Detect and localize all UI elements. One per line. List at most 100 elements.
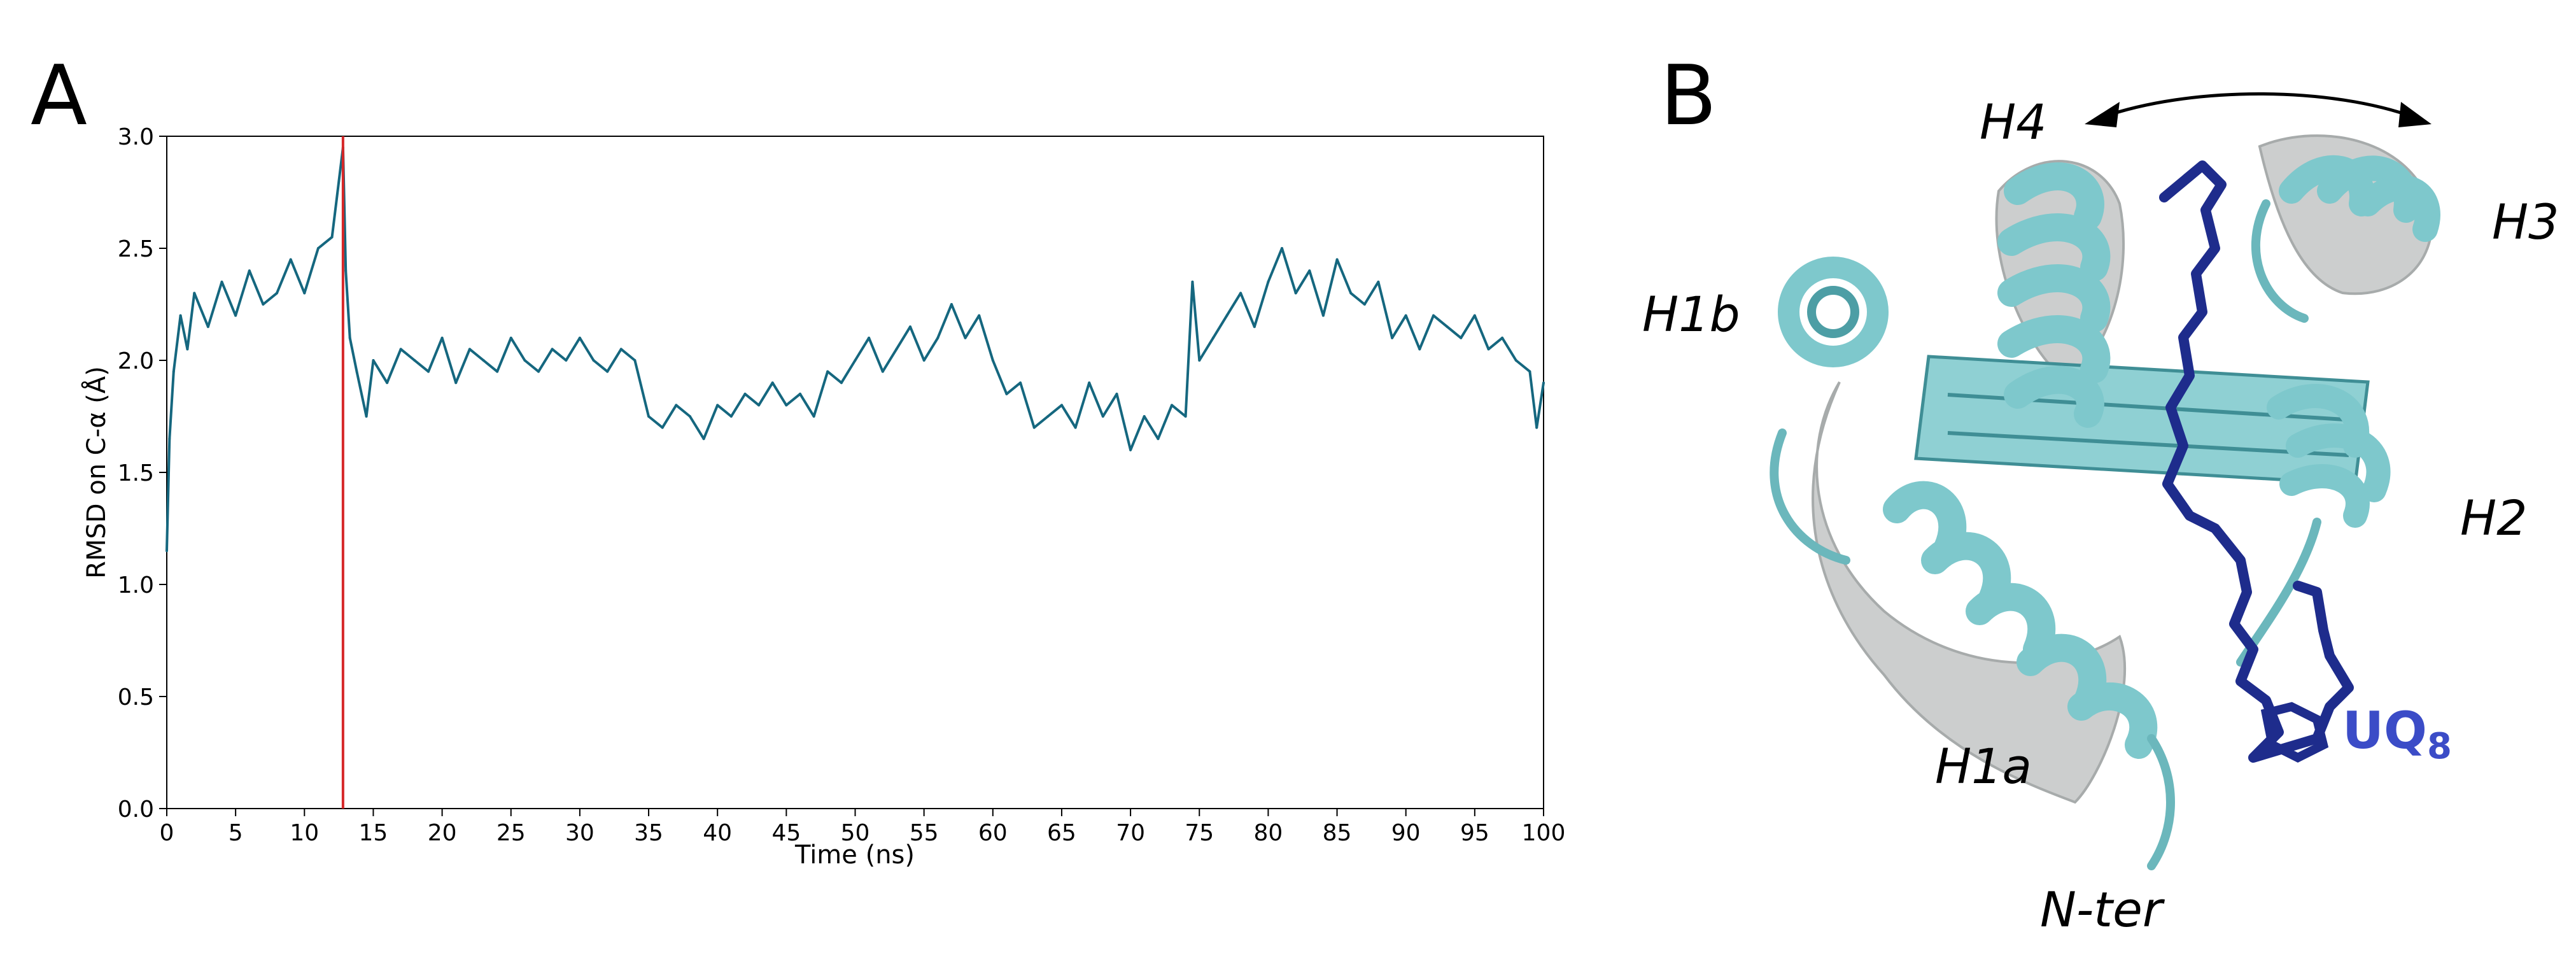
x-tick-label: 55 <box>910 820 939 846</box>
rmsd-data-point <box>1542 381 1545 385</box>
rmsd-data-point <box>454 381 458 385</box>
x-tick-label: 75 <box>1185 820 1214 846</box>
rmsd-data-point <box>909 325 911 329</box>
y-tick-label: 3.0 <box>118 124 154 150</box>
rmsd-data-point <box>1535 426 1538 429</box>
rmsd-data-point <box>234 314 237 317</box>
rmsd-data-point <box>757 404 761 407</box>
rmsd-data-point <box>1115 392 1118 395</box>
rmsd-data-point <box>1418 348 1421 351</box>
x-tick-label: 85 <box>1323 820 1352 846</box>
rmsd-data-point <box>1501 336 1504 339</box>
helix-h1a <box>1883 481 2157 759</box>
x-tick-label: 60 <box>978 820 1008 846</box>
rmsd-data-point <box>1335 258 1339 261</box>
rmsd-data-point <box>675 404 678 407</box>
x-tick-label: 20 <box>428 820 457 846</box>
y-tick-label: 1.0 <box>118 572 154 598</box>
label-ligand-main: UQ <box>2342 701 2427 760</box>
rmsd-data-point <box>799 392 801 395</box>
rmsd-data-point <box>688 415 691 418</box>
x-tick-label: 65 <box>1047 820 1076 846</box>
plot-area <box>166 136 1544 809</box>
rmsd-data-point <box>537 370 540 373</box>
x-tick-label: 0 <box>160 820 174 846</box>
x-axis-title: Time (ns) <box>794 840 915 870</box>
rmsd-data-point <box>1349 292 1353 295</box>
beta-strand <box>1947 431 2349 457</box>
rmsd-data-point <box>344 269 348 272</box>
helix-h1b <box>1778 257 1889 367</box>
rmsd-data-point <box>337 180 341 183</box>
rmsd-data-point <box>1432 314 1435 317</box>
rmsd-data-point <box>592 359 595 362</box>
x-tick-label: 10 <box>290 820 319 846</box>
beta-sheet <box>1914 355 2370 486</box>
rmsd-data-point <box>1005 392 1008 395</box>
rmsd-data-point <box>991 359 994 362</box>
y-tick-label: 0.5 <box>118 684 154 711</box>
rmsd-data-point <box>496 370 499 373</box>
rmsd-data-point <box>355 370 358 373</box>
rmsd-data-point <box>427 370 430 373</box>
rmsd-data-point <box>840 381 843 385</box>
rmsd-data-point <box>978 314 981 317</box>
x-tick-label: 90 <box>1391 820 1421 846</box>
rmsd-data-point <box>1198 359 1201 362</box>
rmsd-data-point <box>220 280 223 283</box>
x-tick-label: 35 <box>634 820 663 846</box>
rmsd-data-point <box>468 348 471 351</box>
y-axis-title: RMSD on C-α (Å) <box>81 366 111 579</box>
rmsd-data-point <box>606 370 609 373</box>
x-tick-label: 50 <box>841 820 870 846</box>
label-h1a: H1a <box>1935 738 2032 795</box>
rmsd-data-point <box>619 348 623 351</box>
label-ligand: UQ8 <box>2342 701 2452 767</box>
rmsd-data-point <box>330 236 334 239</box>
rmsd-data-point <box>826 370 829 373</box>
rmsd-data-point <box>1377 280 1380 283</box>
y-tick-label: 0.0 <box>118 796 154 823</box>
rmsd-data-point <box>1294 292 1297 295</box>
x-tick-label: 40 <box>703 820 732 846</box>
rmsd-data-point <box>1321 314 1325 317</box>
label-h3: H3 <box>2492 194 2559 250</box>
rmsd-data-point <box>316 247 320 250</box>
rmsd-data-point <box>1060 404 1063 407</box>
rmsd-data-point <box>1473 314 1476 317</box>
rmsd-data-point <box>523 359 526 362</box>
rmsd-data-point <box>186 348 189 351</box>
rmsd-data-point <box>729 415 733 418</box>
rmsd-data-point <box>276 292 278 295</box>
rmsd-data-point <box>1391 336 1394 339</box>
rmsd-data-point <box>440 336 444 339</box>
rmsd-data-point <box>1211 336 1214 339</box>
rmsd-data-point <box>413 359 416 362</box>
rmsd-data-point <box>399 348 402 351</box>
rmsd-data-point <box>179 314 182 317</box>
label-nter: N-ter <box>2040 881 2165 938</box>
rmsd-data-point <box>365 415 368 418</box>
rmsd-data-point <box>1225 314 1228 317</box>
rmsd-data-point <box>771 381 774 385</box>
rmsd-data-point <box>936 336 940 339</box>
x-tick-label: 95 <box>1460 820 1489 846</box>
panel-b-letter: B <box>1660 47 1717 144</box>
rmsd-data-point <box>262 303 265 306</box>
panel-a-letter: A <box>31 47 87 144</box>
rmsd-data-point <box>1487 348 1490 351</box>
rmsd-data-point <box>1239 292 1242 295</box>
motion-arrow <box>2085 92 2432 127</box>
helix-h4 <box>1997 162 2111 428</box>
rmsd-data-point <box>1184 415 1187 418</box>
x-tick-label: 100 <box>1522 820 1566 846</box>
x-axis: 0 5 10 15 20 25 30 35 40 45 50 55 60 65 70 75 80 85 90 95 10… <box>160 809 1566 846</box>
rmsd-data-point <box>1101 415 1104 418</box>
rmsd-data-point <box>1074 426 1077 429</box>
rmsd-data-point <box>303 292 306 295</box>
rmsd-data-point <box>647 415 650 418</box>
rmsd-data-point <box>1129 448 1132 451</box>
x-tick-label: 30 <box>565 820 595 846</box>
rmsd-data-point <box>565 359 568 362</box>
rmsd-data-point <box>482 359 485 362</box>
